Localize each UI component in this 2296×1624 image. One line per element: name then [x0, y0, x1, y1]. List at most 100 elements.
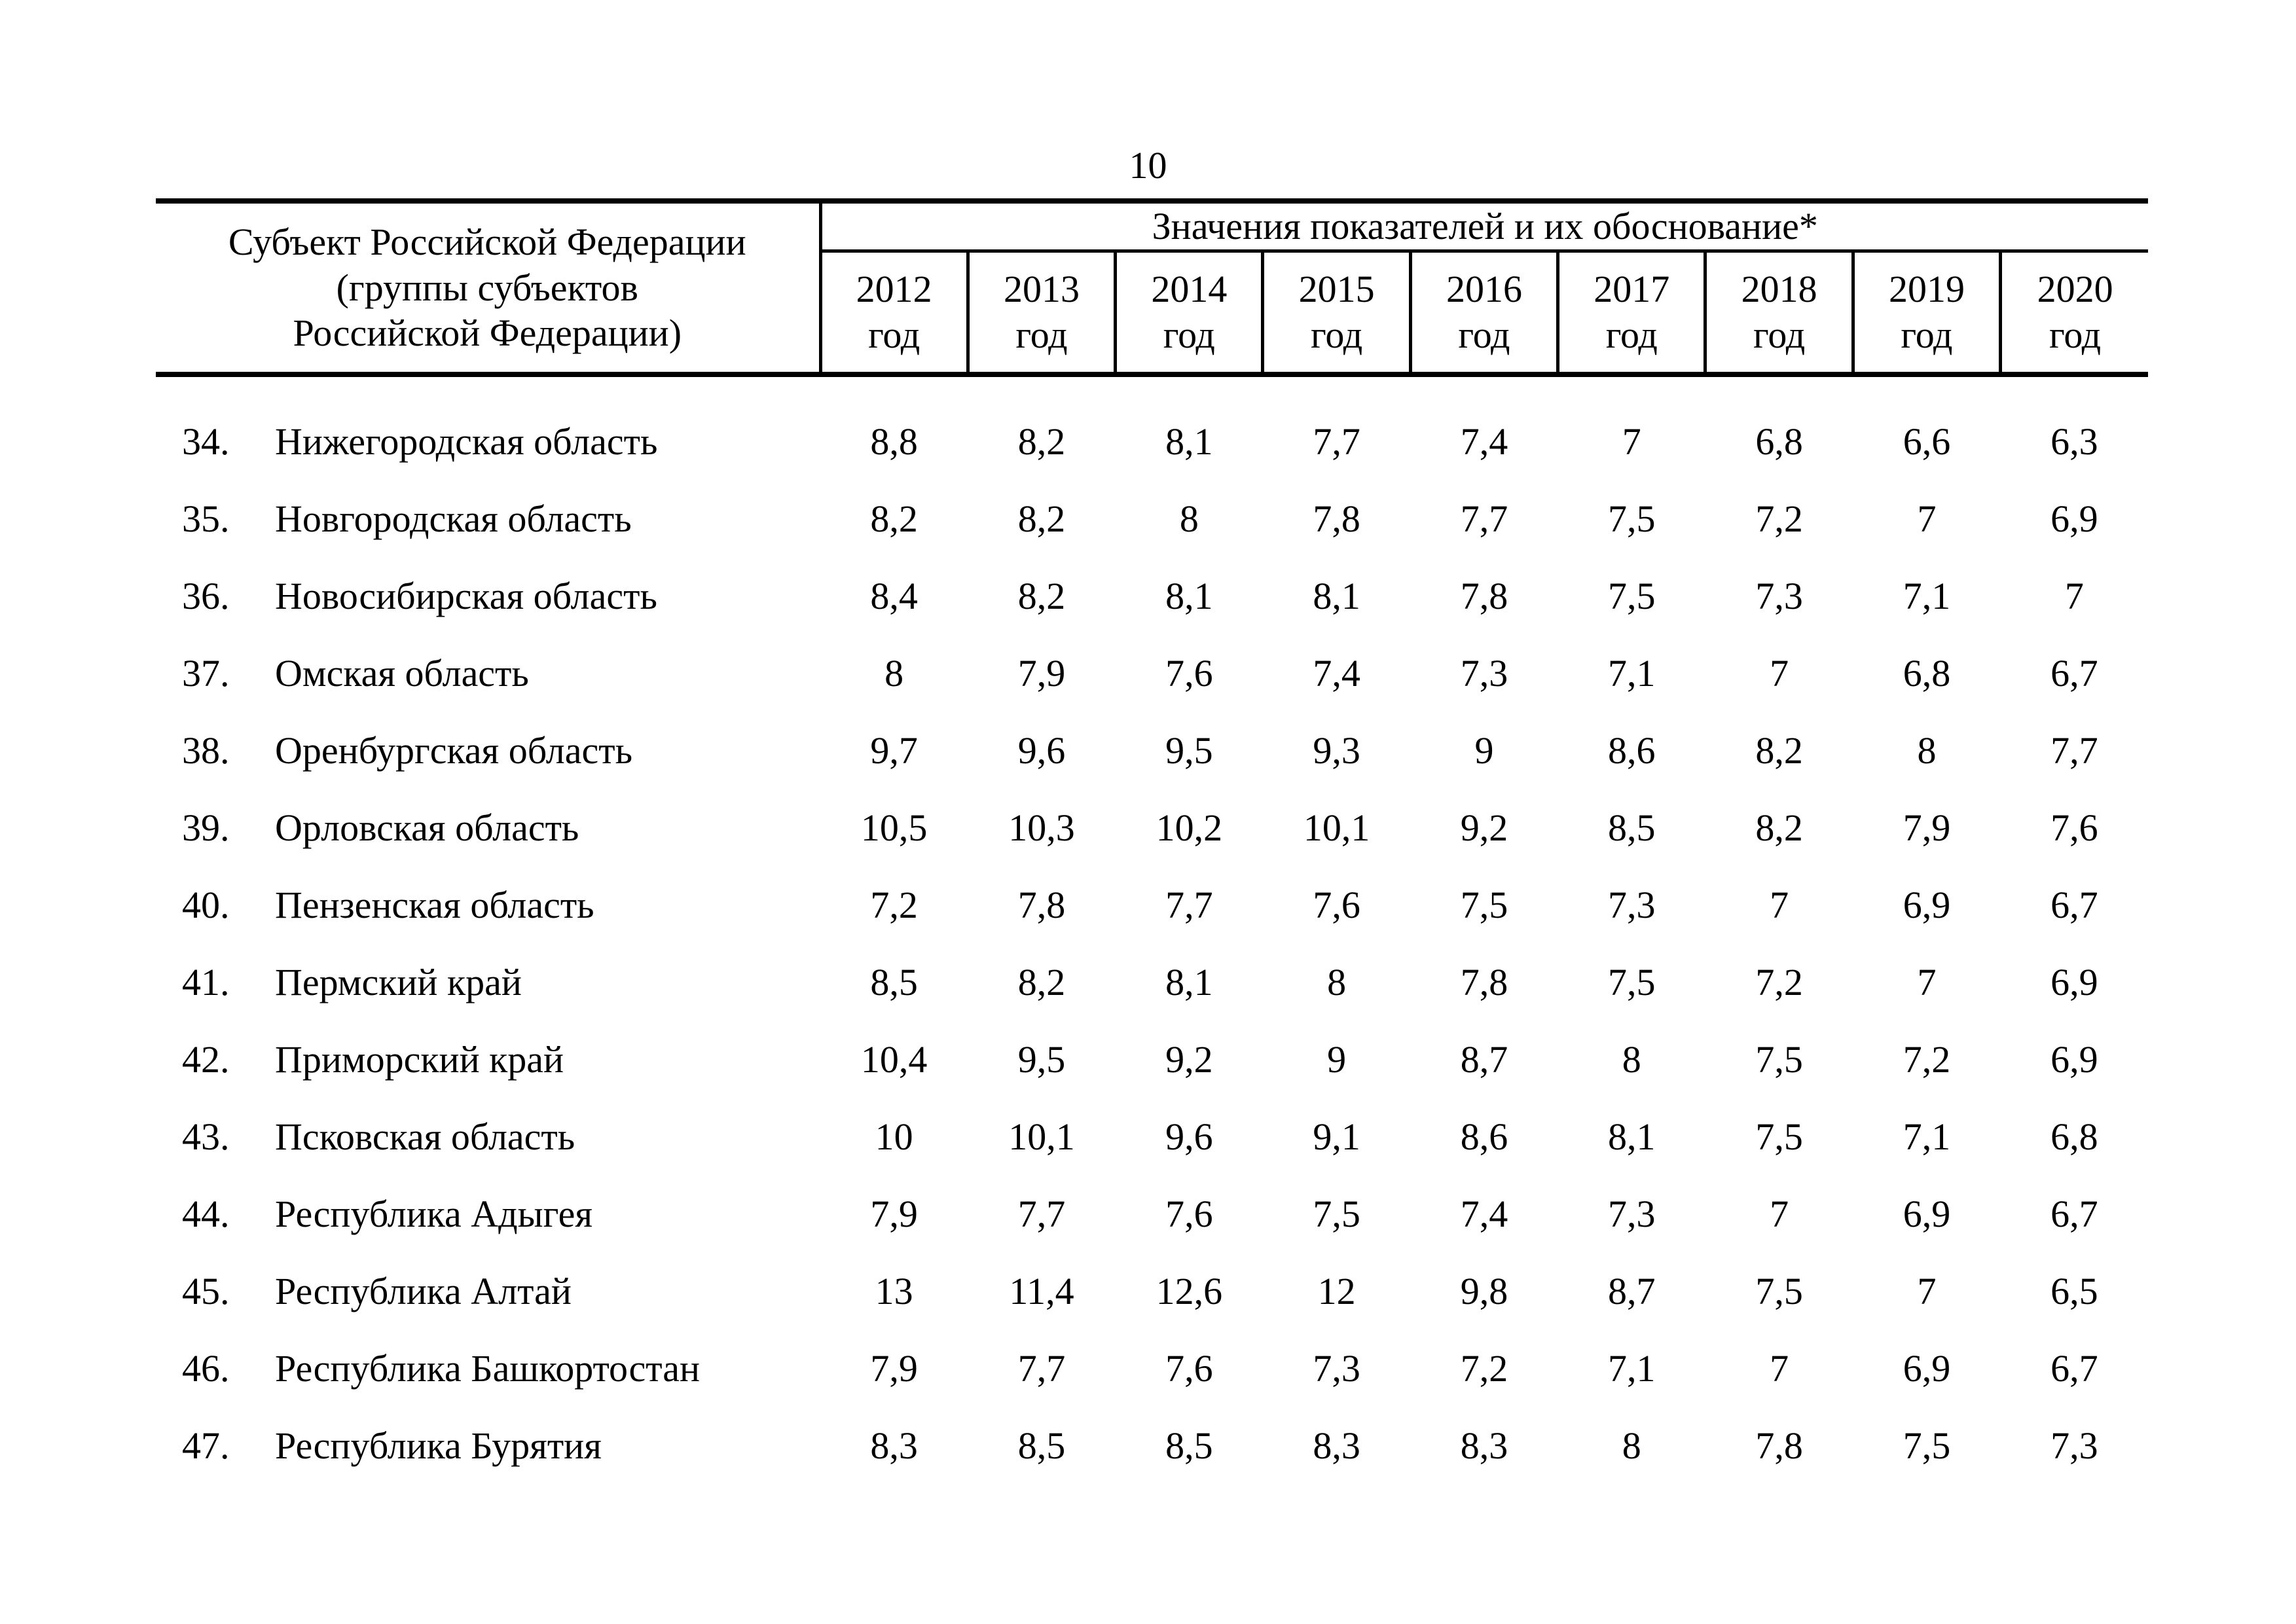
value-cell: 7,5 — [1460, 884, 1508, 927]
subject-cell: 45. Республика Алтай — [156, 1253, 820, 1330]
row-number: 40. — [182, 884, 230, 927]
region-name: Орловская область — [275, 806, 579, 850]
value-cell: 7,5 — [1608, 575, 1656, 618]
value-cell: 8,3 — [1460, 1424, 1508, 1468]
subject-flex: 37. Омская область — [156, 651, 820, 695]
year-header-2020: 2020 год — [2000, 251, 2148, 377]
year-suffix: год — [1458, 313, 1510, 356]
region-name: Оренбургская область — [275, 729, 633, 772]
value-cell: 6,8 — [2050, 1115, 2098, 1159]
value-cell: 7,5 — [1313, 1193, 1360, 1236]
value-cell: 8,2 — [1017, 497, 1066, 541]
value-cell: 9,6 — [1017, 729, 1066, 772]
region-name: Новгородская область — [275, 497, 632, 541]
value-cell: 10 — [875, 1115, 913, 1159]
value-cell: 10,1 — [1008, 1115, 1075, 1159]
value-cell: 7,1 — [1903, 1115, 1951, 1159]
year-header-2013: 2013 год — [968, 251, 1118, 377]
region-name: Омская область — [275, 652, 529, 695]
year-value: 2016 — [1446, 268, 1522, 310]
subject-flex: 41. Пермский край — [156, 960, 820, 1004]
spacer-row — [156, 374, 2148, 403]
value-cell: 8,8 — [870, 420, 918, 463]
value-cell: 7 — [1770, 1347, 1789, 1390]
value-cell: 9,5 — [1165, 729, 1213, 772]
value-cell: 6,9 — [2050, 1038, 2098, 1081]
subject-cell: 39. Орловская область — [156, 789, 820, 867]
table-row: 36. Новосибирская область 8,4 8,2 8,1 8,1 7,8 7… — [156, 558, 2148, 635]
value-cell: 7 — [1770, 1193, 1789, 1236]
value-cell: 8,5 — [1165, 1424, 1213, 1468]
value-cell: 13 — [875, 1270, 913, 1313]
row-number: 39. — [182, 806, 230, 850]
year-value: 2013 — [1003, 268, 1080, 310]
value-cell: 7,7 — [1460, 497, 1508, 541]
table-row: 37. Омская область 8 7,9 7,6 7,4 7,3 7,1 7 6,8 6,7 — [156, 635, 2148, 712]
subject-cell: 36. Новосибирская область — [156, 558, 820, 635]
year-value: 2018 — [1741, 268, 1817, 310]
year-header-2017: 2017 год — [1558, 251, 1707, 377]
value-cell: 8,5 — [1017, 1424, 1066, 1468]
value-cell: 7 — [2064, 575, 2084, 618]
value-cell: 6,9 — [1903, 1193, 1951, 1236]
row-number: 36. — [182, 575, 230, 618]
value-cell: 7,5 — [1755, 1038, 1803, 1081]
row-number: 42. — [182, 1038, 230, 1081]
subject-flex: 36. Новосибирская область — [156, 574, 820, 618]
value-cell: 7,9 — [870, 1347, 918, 1390]
subject-cell: 44. Республика Адыгея — [156, 1176, 820, 1253]
page-number: 10 — [1129, 144, 1167, 187]
year-header-2014: 2014 год — [1115, 251, 1265, 377]
row-number: 38. — [182, 729, 230, 772]
value-cell: 8,4 — [870, 575, 918, 618]
value-cell: 8,5 — [1608, 806, 1656, 850]
header-row-top: Субъект Российской Федерации (группы суб… — [156, 201, 2148, 377]
value-cell: 7,6 — [1313, 884, 1360, 927]
value-cell: 7,3 — [1313, 1347, 1360, 1390]
value-cell: 6,6 — [1903, 420, 1951, 463]
value-cell: 8,2 — [1017, 420, 1066, 463]
value-cell: 6,9 — [2050, 961, 2098, 1004]
subject-cell: 38. Оренбургская область — [156, 712, 820, 789]
subject-cell: 47. Республика Бурятия — [156, 1407, 820, 1485]
row-number: 45. — [182, 1270, 230, 1313]
value-cell: 9,1 — [1313, 1115, 1360, 1159]
value-cell: 7 — [1770, 652, 1789, 695]
value-cell: 7,1 — [1608, 652, 1656, 695]
row-number: 44. — [182, 1193, 230, 1236]
value-cell: 10,5 — [860, 806, 928, 850]
value-cell: 8,6 — [1608, 729, 1656, 772]
region-name: Пермский край — [275, 961, 522, 1004]
value-cell: 7,3 — [1608, 1193, 1656, 1236]
value-cell: 8,1 — [1608, 1115, 1656, 1159]
year-header-2016: 2016 год — [1410, 251, 1560, 377]
subject-flex: 44. Республика Адыгея — [156, 1192, 820, 1236]
region-name: Республика Адыгея — [275, 1193, 593, 1236]
value-cell: 7,7 — [1313, 420, 1360, 463]
value-cell: 7,5 — [1608, 961, 1656, 1004]
value-cell: 8,1 — [1165, 420, 1213, 463]
value-cell: 8,5 — [870, 961, 918, 1004]
value-cell: 7,9 — [1903, 806, 1951, 850]
value-cell: 7,6 — [2050, 806, 2098, 850]
subject-header-line: Субъект Российской Федерации — [228, 220, 746, 263]
value-cell: 7,2 — [1755, 961, 1803, 1004]
value-cell: 8,3 — [870, 1424, 918, 1468]
subject-flex: 39. Орловская область — [156, 806, 820, 850]
value-cell: 7,5 — [1903, 1424, 1951, 1468]
value-cell: 12,6 — [1156, 1270, 1223, 1313]
value-cell: 8,6 — [1460, 1115, 1508, 1159]
value-cell: 7,2 — [1903, 1038, 1951, 1081]
value-cell: 8 — [884, 652, 904, 695]
value-cell: 7,5 — [1755, 1115, 1803, 1159]
subject-flex: 42. Приморский край — [156, 1038, 820, 1081]
year-header-2012: 2012 год — [820, 251, 970, 377]
value-cell: 8 — [1179, 497, 1199, 541]
value-cell: 9,8 — [1460, 1270, 1508, 1313]
table-row: 41. Пермский край 8,5 8,2 8,1 8 7,8 7,5 7,2 7 6,9 — [156, 944, 2148, 1021]
year-suffix: год — [1901, 313, 1953, 356]
value-cell: 8,2 — [870, 497, 918, 541]
value-cell: 7,9 — [1017, 652, 1066, 695]
value-cell: 7,3 — [1460, 652, 1508, 695]
table-row: 46. Республика Башкортостан 7,9 7,7 7,6 7,3 7,… — [156, 1330, 2148, 1407]
